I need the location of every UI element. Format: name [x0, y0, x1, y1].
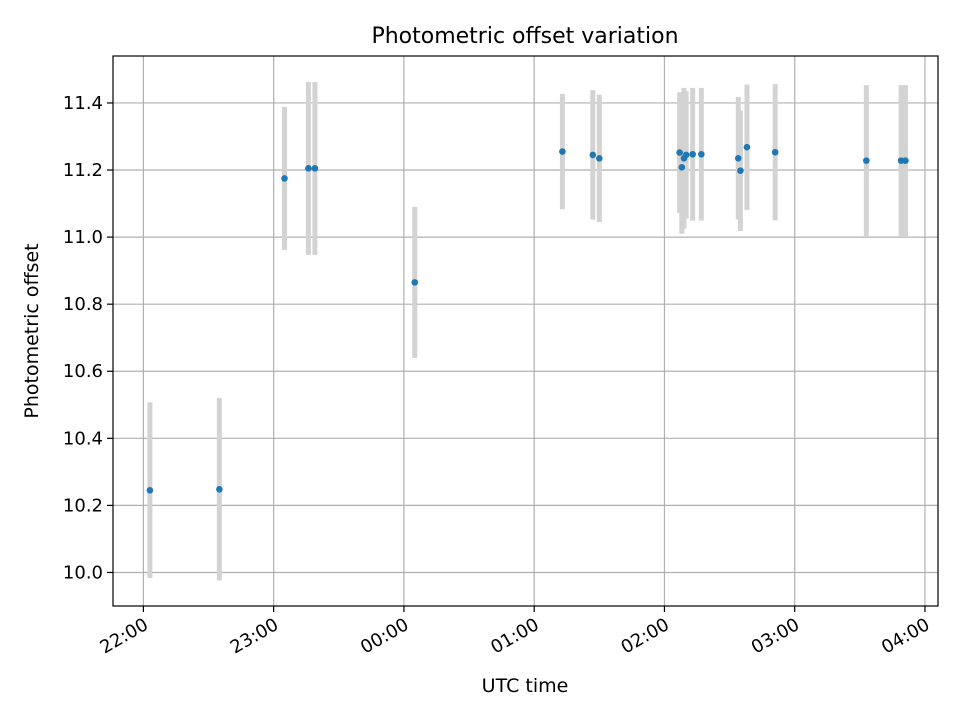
data-point: [311, 165, 319, 172]
y-tick-label: 11.2: [63, 160, 103, 181]
data-points: [146, 143, 909, 494]
y-tick-label: 10.6: [63, 361, 103, 382]
y-tick-label: 10.0: [63, 562, 103, 583]
y-tick-label: 10.4: [63, 428, 103, 449]
data-point: [559, 148, 566, 155]
data-point: [678, 164, 686, 171]
data-point: [682, 151, 690, 159]
plot-frame: [112, 55, 939, 607]
grid: [113, 56, 938, 606]
x-axis-label: UTC time: [482, 675, 569, 697]
y-tick-label: 10.8: [63, 294, 103, 315]
y-tick-label: 10.2: [63, 495, 103, 516]
data-point: [734, 154, 742, 162]
data-point: [737, 167, 744, 174]
data-point: [676, 149, 683, 156]
data-point: [902, 157, 909, 164]
data-point: [281, 175, 288, 182]
data-point: [771, 148, 779, 156]
data-point: [689, 150, 696, 158]
data-point: [698, 150, 705, 158]
y-axis: 10.0 10.2 10.4 10.6 10.8 11.0 11.2 11.4: [63, 93, 113, 583]
y-axis-label: Photometric offset: [21, 243, 43, 418]
chart-title: Photometric offset variation: [371, 24, 678, 49]
data-point: [146, 486, 154, 494]
y-tick-label: 11.4: [63, 93, 103, 114]
data-point: [863, 157, 870, 164]
y-tick-label: 11.0: [63, 227, 103, 248]
data-point: [596, 154, 603, 162]
data-point: [305, 165, 312, 172]
data-point: [216, 485, 223, 493]
data-point: [589, 151, 597, 159]
data-point: [411, 279, 419, 286]
data-point: [743, 143, 751, 151]
